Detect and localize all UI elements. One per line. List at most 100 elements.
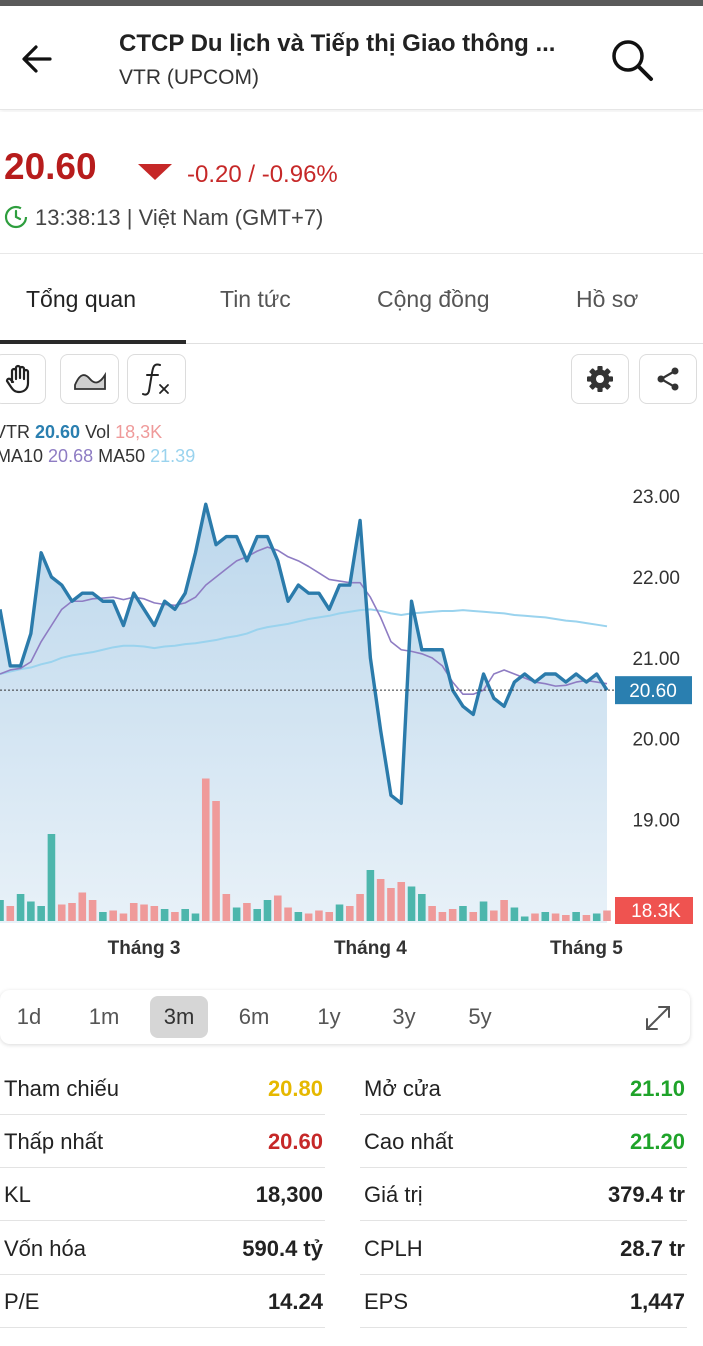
last-price: 20.60 — [4, 146, 97, 187]
function-button[interactable] — [127, 354, 186, 404]
stat-value: 28.7 tr — [620, 1236, 685, 1261]
volume-bar — [376, 879, 385, 921]
stat-high: Cao nhất 21.20 — [360, 1115, 687, 1168]
back-button[interactable] — [14, 36, 60, 82]
volume-bar — [520, 916, 529, 921]
legend-vol-label: Vol — [85, 422, 111, 442]
stat-value: 20.60 — [267, 1129, 323, 1154]
chart-toolbar — [0, 352, 703, 408]
stat-value: 1,447 — [629, 1289, 685, 1314]
volume-bar — [294, 912, 303, 921]
volume-bar — [562, 915, 570, 921]
price-change: -0.20 / -0.96% — [187, 161, 338, 188]
stat-reference: Tham chiếu 20.80 — [0, 1062, 325, 1115]
volume-bar — [119, 913, 128, 921]
stat-value: 379.4 tr — [607, 1182, 685, 1207]
chart-settings-button[interactable] — [571, 354, 629, 404]
x-tick-label: Tháng 3 — [108, 938, 181, 959]
stat-label: Thấp nhất — [4, 1129, 104, 1154]
volume-bar — [0, 900, 4, 921]
tab-overview[interactable]: Tổng quan — [26, 286, 136, 312]
stat-open: Mở cửa 21.10 — [360, 1062, 687, 1115]
indicator-button[interactable] — [60, 354, 119, 404]
stat-shares-outstanding: CPLH 28.7 tr — [360, 1222, 687, 1275]
stat-label: CPLH — [364, 1236, 423, 1261]
legend-symbol: VTR — [0, 422, 30, 442]
volume-bar — [37, 906, 45, 921]
volume-bar — [551, 913, 560, 921]
volume-bar — [57, 904, 66, 921]
stat-label: Mở cửa — [364, 1076, 441, 1101]
volume-bar — [284, 907, 292, 921]
volume-bar — [304, 913, 313, 921]
volume-bar — [191, 913, 200, 921]
quote-time: 13:38:13 | Việt Nam (GMT+7) — [35, 205, 324, 230]
volume-bar — [99, 912, 107, 921]
price-down-icon — [138, 164, 172, 180]
range-3m[interactable]: 3m — [150, 996, 208, 1038]
volume-bar — [16, 894, 25, 921]
volume-bar — [438, 912, 447, 921]
last-volume-tag — [615, 897, 693, 924]
volume-bar — [448, 909, 457, 921]
wave-icon — [73, 371, 106, 390]
legend-volume: 18,3K — [115, 422, 163, 442]
volume-bar — [160, 909, 169, 921]
range-1y[interactable]: 1y — [317, 1004, 341, 1029]
stat-label: Tham chiếu — [4, 1076, 119, 1101]
volume-bar — [243, 903, 251, 921]
y-tick-label: 20.00 — [632, 730, 680, 751]
stat-label: Cao nhất — [364, 1129, 454, 1154]
price-chart[interactable]: 23.00 22.00 21.00 20.00 19.00 20.60 18.3K Tháng… — [0, 418, 703, 973]
share-button[interactable] — [639, 354, 697, 404]
range-1m[interactable]: 1m — [88, 1004, 120, 1029]
stat-value: 21.20 — [629, 1129, 685, 1154]
volume-bar — [315, 910, 323, 921]
last-price-tag — [615, 676, 692, 705]
fx-icon — [141, 363, 169, 396]
share-icon — [657, 367, 679, 391]
app-header: CTCP Du lịch và Tiếp thị Giao thông ... … — [0, 6, 703, 110]
stat-value: 590.4 tỷ — [242, 1236, 323, 1261]
tab-news[interactable]: Tin tức — [220, 286, 291, 312]
volume-bar — [129, 903, 138, 921]
volume-bar — [335, 904, 344, 921]
tab-community[interactable]: Cộng đồng — [377, 286, 490, 312]
volume-bar — [222, 894, 231, 921]
chart-legend-price: VTR 20.60 Vol 18,3K — [0, 422, 162, 443]
stock-name: CTCP Du lịch và Tiếp thị Giao thông ... — [119, 30, 556, 57]
volume-bar — [479, 901, 488, 921]
chart-canvas[interactable]: 23.00 22.00 21.00 20.00 19.00 20.60 18.3K Tháng… — [0, 418, 703, 973]
draw-tool-button[interactable] — [0, 354, 46, 404]
volume-bar — [428, 906, 436, 921]
fullscreen-button[interactable] — [640, 1000, 676, 1036]
range-6m[interactable]: 6m — [238, 1004, 270, 1029]
tab-profile[interactable]: Hồ sơ — [576, 286, 639, 312]
volume-bar — [490, 910, 498, 921]
legend-price: 20.60 — [35, 422, 81, 442]
volume-bar — [469, 912, 478, 921]
volume-bar — [510, 907, 519, 921]
volume-bar — [68, 903, 76, 921]
stat-label: Giá trị — [364, 1182, 423, 1207]
volume-bar — [150, 906, 159, 921]
volume-bar — [397, 882, 406, 921]
price-line — [0, 502, 609, 806]
volume-bar — [346, 906, 354, 921]
y-tick-label: 19.00 — [632, 811, 680, 832]
y-tick-label: 21.00 — [632, 649, 680, 670]
expand-icon — [646, 1006, 670, 1030]
range-3y[interactable]: 3y — [392, 1004, 416, 1029]
volume-bar — [181, 909, 189, 921]
stat-label: KL — [4, 1182, 31, 1207]
volume-bar — [407, 886, 416, 921]
legend-ma50-label: MA50 — [98, 446, 146, 466]
volume-bar — [232, 907, 241, 921]
time-range-selector: 1d 1m 3m 6m 1y 3y 5y — [0, 990, 690, 1044]
range-5y[interactable]: 5y — [468, 1004, 492, 1029]
range-1d[interactable]: 1d — [16, 1004, 42, 1029]
chart-legend-ma: MA10 20.68 MA50 21.39 — [0, 446, 195, 467]
arrow-left-icon — [22, 45, 52, 73]
search-button[interactable] — [606, 34, 658, 86]
volume-bar — [253, 909, 261, 921]
